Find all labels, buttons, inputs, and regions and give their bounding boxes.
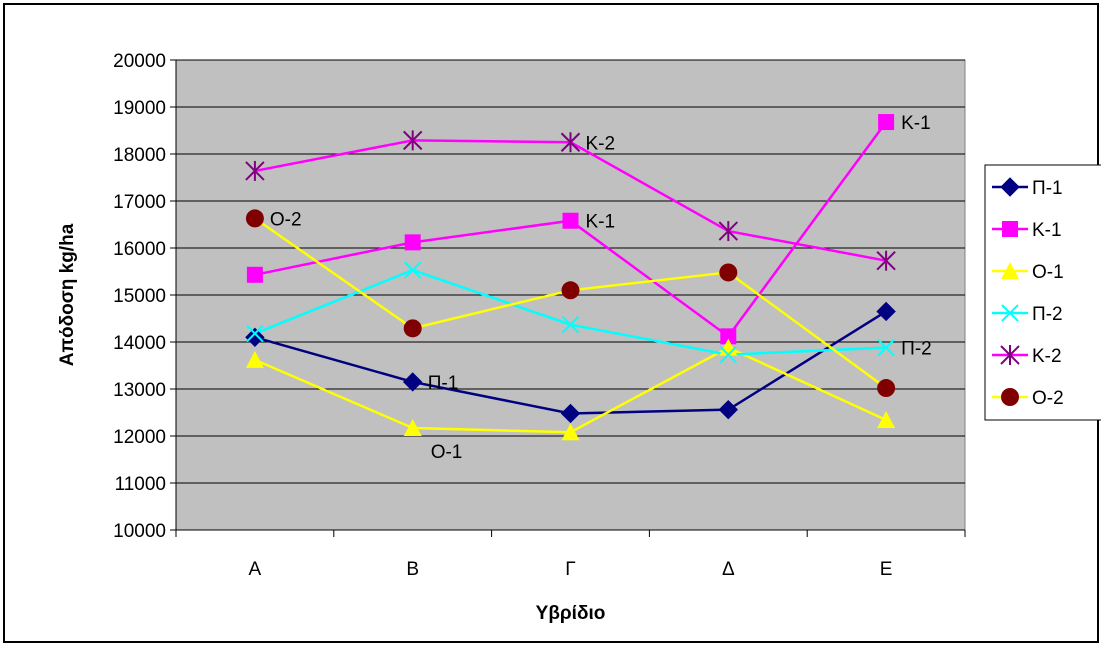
data-point: [245, 350, 264, 368]
data-label: Π-2: [901, 339, 932, 360]
data-point: [403, 319, 422, 338]
x-tick-label: E: [880, 559, 893, 580]
data-point: [403, 261, 422, 279]
data-point: [246, 324, 264, 343]
marker-shape: [404, 234, 421, 251]
marker-shape: [1001, 304, 1019, 322]
marker-shape: [246, 324, 264, 343]
marker-shape: [560, 403, 581, 424]
legend-label: Π-1: [1032, 178, 1063, 199]
legend-marker: [1001, 388, 1019, 406]
data-point: [561, 281, 580, 300]
marker-shape: [561, 281, 580, 300]
legend-label: Κ-1: [1032, 220, 1062, 241]
x-axis-title: Υβρίδιο: [536, 603, 606, 624]
data-point: [719, 263, 738, 282]
marker-shape: [719, 345, 738, 364]
marker-shape: [245, 350, 264, 368]
marker-shape: [1001, 262, 1019, 279]
data-label: Κ-1: [901, 113, 931, 134]
y-tick-label: 11000: [115, 474, 166, 495]
marker-shape: [561, 423, 580, 441]
line-chart: 10000 11000 12000 13000 14000 15000 16000 17000…: [57, 51, 1101, 624]
marker-shape: [719, 263, 738, 282]
marker-shape: [1000, 177, 1020, 197]
y-axis-title: Απόδοση kg/ha: [57, 223, 78, 366]
data-point: [402, 130, 423, 151]
marker-shape: [877, 411, 896, 429]
marker-shape: [402, 372, 423, 392]
marker-shape: [876, 301, 896, 322]
marker-shape: [877, 379, 896, 398]
x-tick-label: B: [406, 559, 419, 580]
data-label: Ο-2: [270, 209, 302, 230]
legend-label: Κ-2: [1032, 346, 1062, 367]
marker-shape: [878, 114, 895, 131]
y-tick-label: 15000: [113, 286, 166, 307]
data-point: [720, 328, 737, 345]
marker-shape: [403, 319, 422, 338]
data-point: [562, 212, 579, 229]
marker-shape: [246, 266, 263, 283]
marker-shape: [403, 261, 422, 279]
legend-marker: [1001, 304, 1019, 322]
data-label: Κ-2: [586, 133, 616, 154]
marker-shape: [877, 338, 895, 357]
data-point: [245, 209, 264, 228]
data-point: [877, 338, 895, 357]
x-tick-label: Γ: [565, 559, 575, 580]
legend-label: Ο-2: [1032, 388, 1064, 409]
data-point: [561, 315, 580, 334]
data-point: [718, 221, 739, 242]
x-tick-label: A: [249, 559, 262, 580]
data-point: [245, 160, 265, 181]
data-point: [560, 132, 581, 153]
data-point: [246, 266, 263, 283]
marker-shape: [720, 328, 737, 345]
data-point: [876, 250, 896, 271]
marker-shape: [561, 315, 580, 334]
y-tick-label: 19000: [113, 98, 166, 119]
data-point: [404, 234, 421, 251]
y-tick-label: 17000: [113, 192, 166, 213]
data-point: [560, 403, 581, 424]
marker-shape: [245, 327, 265, 348]
legend-label: Ο-1: [1032, 262, 1064, 283]
marker-shape: [1002, 221, 1018, 237]
marker-shape: [245, 209, 264, 228]
marker-shape: [403, 419, 422, 437]
legend-marker: [1001, 262, 1019, 279]
marker-shape: [718, 399, 739, 420]
y-tick-label: 20000: [113, 51, 166, 72]
chart-area: 10000 11000 12000 13000 14000 15000 16000 17000…: [3, 3, 1101, 643]
data-point: [877, 379, 896, 398]
y-tick-label: 14000: [113, 333, 166, 354]
legend-marker: [1000, 177, 1020, 197]
data-point: [876, 301, 896, 322]
legend-marker: [1002, 221, 1018, 237]
data-point: [403, 419, 422, 437]
y-tick-label: 12000: [113, 427, 166, 448]
data-point: [877, 411, 896, 429]
data-label: Π-1: [428, 373, 459, 394]
y-tick-label: 10000: [113, 521, 166, 542]
legend: [984, 164, 1101, 421]
data-point: [878, 114, 895, 131]
marker-shape: [1001, 388, 1019, 406]
data-point: [561, 423, 580, 441]
y-tick-label: 13000: [113, 380, 166, 401]
data-point: [245, 327, 265, 348]
x-tick-label: Δ: [722, 559, 735, 580]
legend-marker: [1000, 345, 1020, 365]
data-point: [718, 399, 739, 420]
y-tick-label: 18000: [113, 145, 166, 166]
data-point: [402, 372, 423, 392]
data-label: Κ-1: [586, 212, 616, 233]
marker-shape: [562, 212, 579, 229]
data-point: [719, 345, 738, 364]
y-tick-label: 16000: [113, 239, 166, 260]
data-label: Ο-1: [431, 442, 463, 463]
legend-label: Π-2: [1032, 304, 1063, 325]
